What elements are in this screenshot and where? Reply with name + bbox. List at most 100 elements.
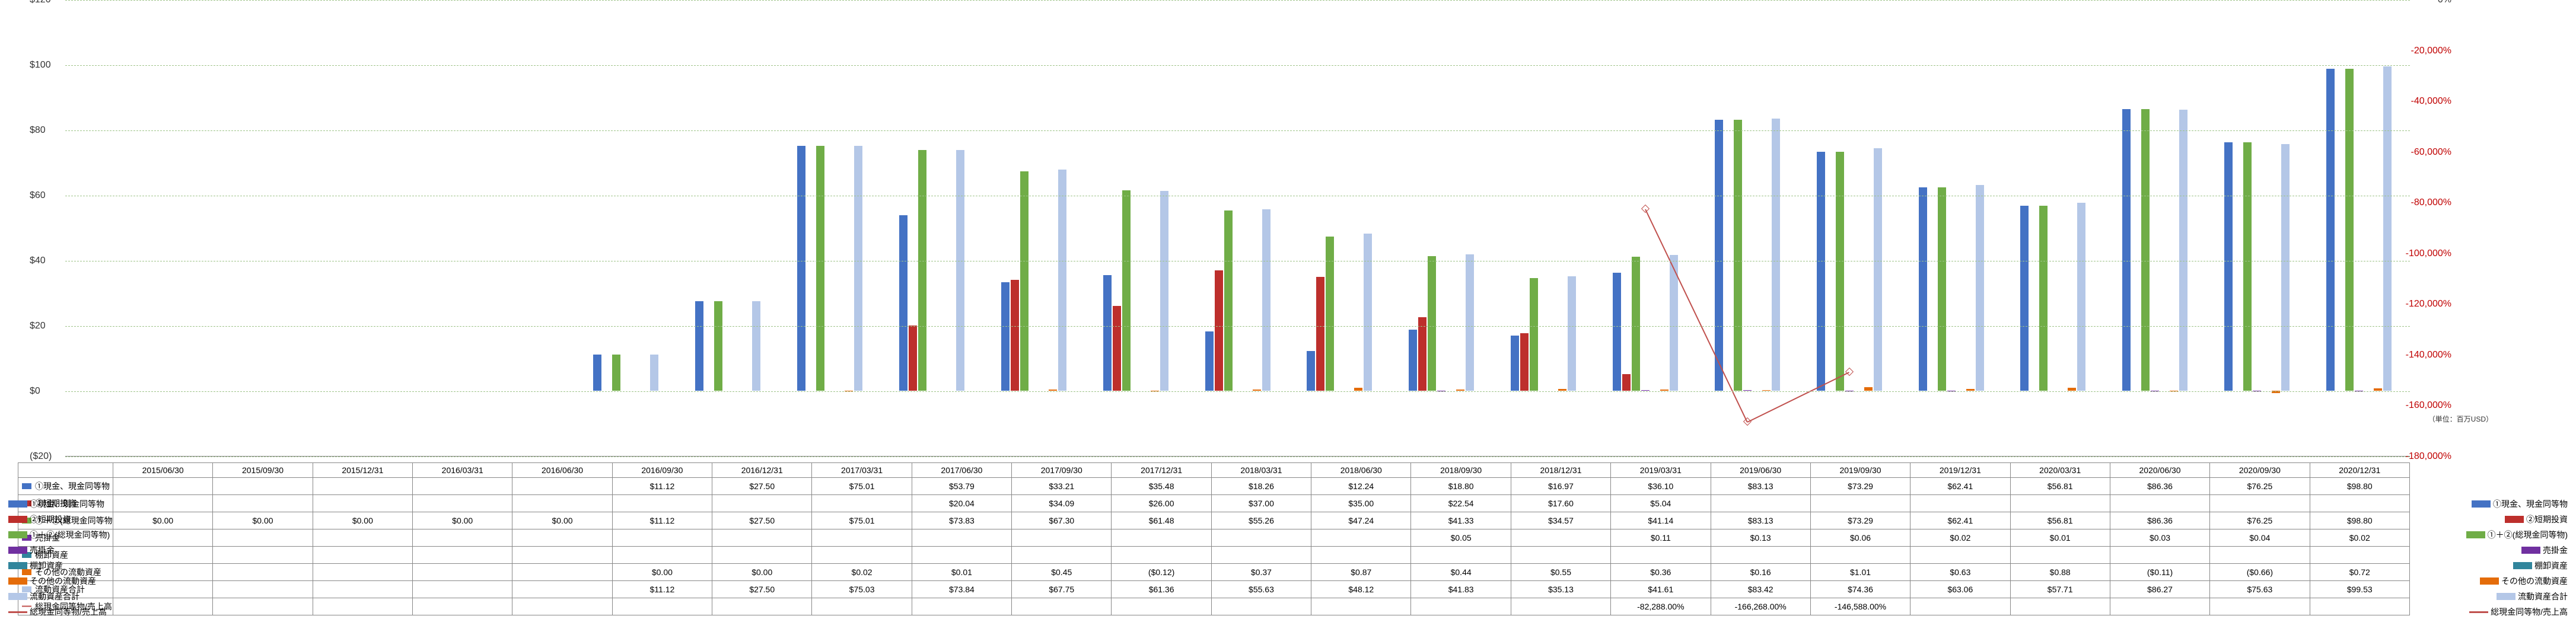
cell [113,581,213,598]
bar-s3 [2039,206,2048,391]
cell: $75.01 [812,512,912,529]
cell: $73.83 [912,512,1011,529]
legend-s1: ①現金、現金同等物 [8,498,104,510]
bar-s1 [1001,282,1010,391]
cell: $0.01 [912,564,1011,581]
y-right-label: -40,000% [2411,96,2452,107]
cell [1411,598,1511,615]
cell: $5.04 [1611,495,1711,512]
bar-s7 [2077,203,2085,391]
grid-line [65,130,2410,131]
cell [2110,495,2209,512]
cell [1910,547,2010,564]
bar-s7 [1364,234,1372,391]
cell: $1.01 [1810,564,1910,581]
bar-s1 [1511,336,1519,391]
bar-s2 [1215,270,1223,391]
cell: $0.03 [2110,529,2209,547]
cell [1211,529,1311,547]
bar-s6 [1966,389,1975,391]
cell [313,581,412,598]
date-header: 2020/09/30 [2210,463,2310,478]
y-left-label: ($20) [30,451,52,462]
cell: $37.00 [1211,495,1311,512]
cell: $0.05 [1411,529,1511,547]
legend-s6: その他の流動資産 [2480,575,2568,587]
date-header: 2018/09/30 [1411,463,1511,478]
cell: $11.12 [612,478,712,495]
bar-s6 [1660,390,1668,391]
cell: $0.00 [512,512,612,529]
cell: $61.48 [1112,512,1211,529]
cell: $20.04 [912,495,1011,512]
bar-s3 [1836,152,1844,391]
date-header: 2017/09/30 [1012,463,1112,478]
cell [413,547,512,564]
cell [2310,547,2409,564]
cell: $63.06 [1910,581,2010,598]
cell: $56.81 [2010,478,2110,495]
bar-s7 [2179,110,2187,391]
cell [1810,547,1910,564]
cell: $0.00 [612,564,712,581]
bar-s7 [1262,209,1271,391]
bar-s6 [1762,390,1771,391]
cell: $75.63 [2210,581,2310,598]
date-header: 2017/06/30 [912,463,1011,478]
y-left-label: $0 [30,386,40,397]
cell: $34.57 [1511,512,1610,529]
y-right-label: -160,000% [2406,400,2451,411]
bar-s3 [612,355,620,391]
cell: $36.10 [1611,478,1711,495]
cell: $18.26 [1211,478,1311,495]
cell [612,529,712,547]
cell [413,564,512,581]
bar-s1 [1205,331,1214,391]
cell: $11.12 [612,581,712,598]
cell [812,495,912,512]
cell [512,529,612,547]
cell [2010,598,2110,615]
bar-s3 [816,146,824,391]
date-header: 2016/03/31 [413,463,512,478]
bar-s3 [1122,190,1131,391]
cell: $18.80 [1411,478,1511,495]
date-header: 2019/12/31 [1910,463,2010,478]
cell [1511,547,1610,564]
cell [313,547,412,564]
cell [2310,495,2409,512]
cell: $86.27 [2110,581,2209,598]
cell [912,598,1011,615]
cell [512,547,612,564]
legend-s5: 棚卸資産 [8,560,63,572]
cell: $0.87 [1311,564,1411,581]
bar-s1 [797,146,805,391]
cell: $12.24 [1311,478,1411,495]
cell [1211,547,1311,564]
cell: $0.45 [1012,564,1112,581]
grid-line [65,326,2410,327]
line-segment [1747,372,1849,423]
cell: $56.81 [2010,512,2110,529]
cell [1311,529,1411,547]
cell: $0.72 [2310,564,2409,581]
cell: $73.29 [1810,478,1910,495]
cell [213,598,313,615]
date-header: 2019/06/30 [1711,463,1810,478]
bar-s6 [1864,387,1873,391]
bar-s3 [2141,109,2150,391]
date-header: 2015/09/30 [213,463,313,478]
bar-s3 [1428,256,1436,391]
cell [512,581,612,598]
cell [1910,598,2010,615]
cell [413,598,512,615]
cell [1112,529,1211,547]
cell: $0.06 [1810,529,1910,547]
series-label: ①現金、現金同等物 [35,481,110,491]
date-header: 2016/09/30 [612,463,712,478]
cell: $67.75 [1012,581,1112,598]
cell: $57.71 [2010,581,2110,598]
bar-s2 [909,326,917,391]
cell: $74.36 [1810,581,1910,598]
bar-s3 [1632,257,1640,391]
